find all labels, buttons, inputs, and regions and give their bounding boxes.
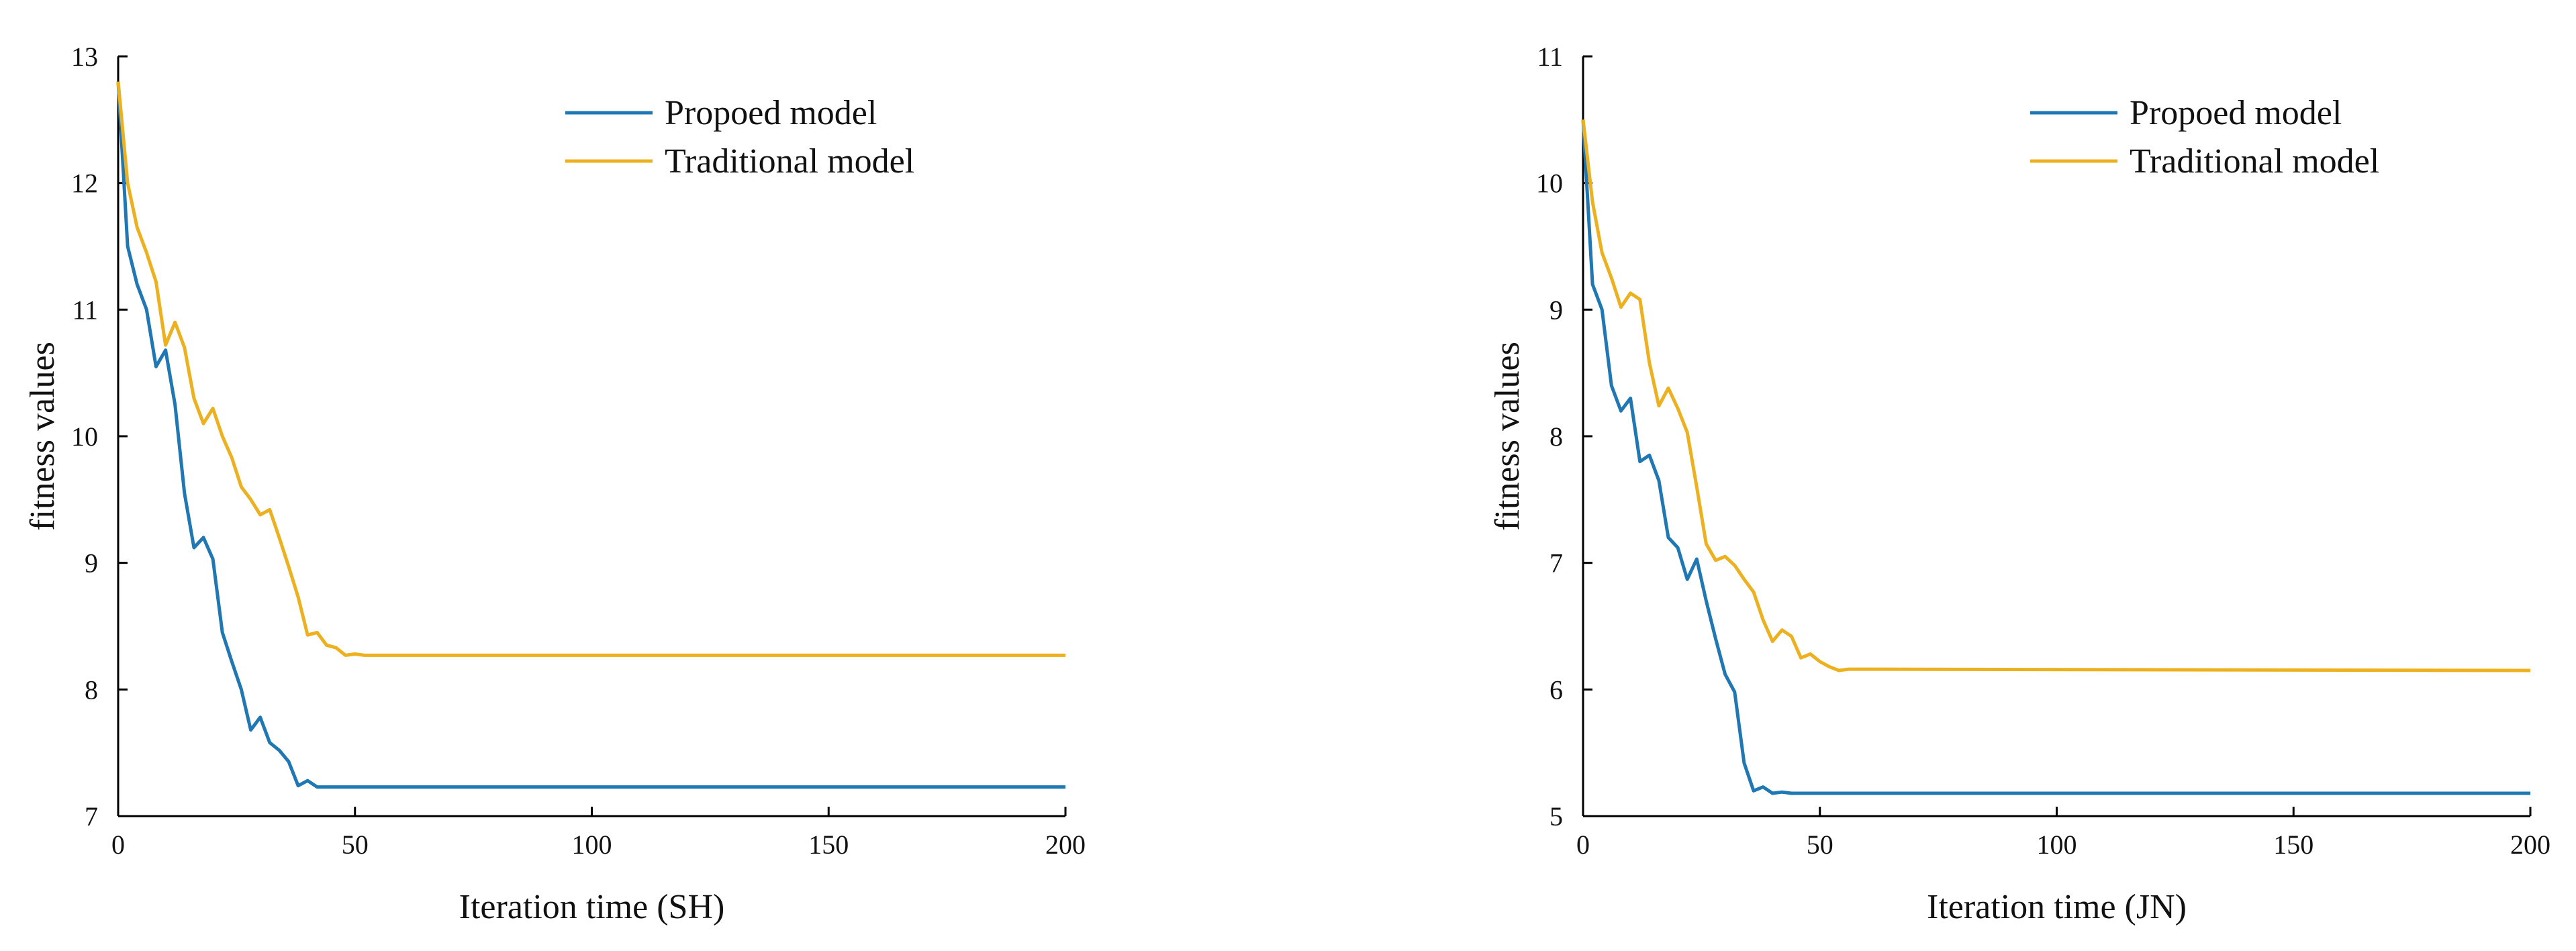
y-tick-label: 10 [71,421,98,452]
y-tick-label: 6 [1549,674,1563,705]
y-tick-label: 8 [85,674,98,705]
x-axis-title: Iteration time (JN) [1927,888,2187,926]
y-tick-label: 9 [1549,295,1563,325]
y-tick-label: 8 [1549,421,1563,452]
x-tick-label: 50 [342,830,369,860]
y-tick-label: 13 [71,42,98,72]
y-tick-label: 5 [1549,801,1563,832]
legend-label: Propoed model [2130,94,2342,132]
y-tick-label: 10 [1536,168,1563,199]
legend-label: Traditional model [665,142,914,181]
y-tick-label: 9 [85,548,98,579]
series-line-proposed-model [1581,119,2530,795]
x-tick-label: 50 [1807,830,1833,860]
series-line-traditional-model [116,81,1065,657]
chart-jn: 5 6 7 8 9 10 11 0 50 100 150 200 Iteration time (JN)… [1465,0,2576,951]
y-tick-label: 7 [1549,548,1563,579]
y-axis-title: fitness values [1488,342,1527,531]
x-tick-label: 150 [808,830,849,860]
y-tick-label: 11 [72,295,98,325]
x-tick-label: 150 [2273,830,2313,860]
y-axis-title: fitness values [23,342,62,531]
y-tick-label: 7 [85,801,98,832]
x-tick-label: 200 [2510,830,2550,860]
x-tick-label: 200 [1045,830,1086,860]
x-tick-label: 100 [2037,830,2077,860]
legend-label: Traditional model [2130,142,2379,181]
y-tick-label: 11 [1537,42,1563,72]
series-line-proposed-model [116,81,1065,789]
x-tick-label: 0 [111,830,125,860]
x-axis-title: Iteration time (SH) [459,888,725,926]
legend-label: Propoed model [665,94,877,132]
x-tick-label: 0 [1576,830,1590,860]
y-tick-label: 12 [71,168,98,199]
x-tick-label: 100 [572,830,612,860]
chart-sh: 7 8 9 10 11 12 13 0 50 100 150 200 Iteration time (S… [0,0,1111,951]
series-line-traditional-model [1581,119,2531,672]
